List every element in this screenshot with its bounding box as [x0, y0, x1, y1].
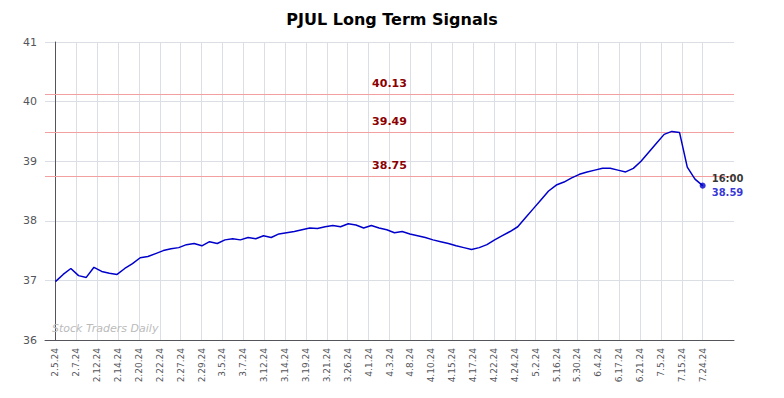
svg-text:3.14.24: 3.14.24 [280, 348, 290, 383]
svg-text:2.7.24: 2.7.24 [71, 348, 81, 377]
svg-text:7.15.24: 7.15.24 [677, 348, 687, 383]
svg-text:39.49: 39.49 [372, 115, 407, 128]
svg-text:3.12.24: 3.12.24 [259, 348, 269, 383]
svg-text:38: 38 [23, 214, 37, 227]
svg-text:3.5.24: 3.5.24 [217, 348, 227, 377]
svg-text:2.27.24: 2.27.24 [176, 348, 186, 383]
svg-text:38.75: 38.75 [372, 159, 407, 172]
svg-text:6.17.24: 6.17.24 [614, 348, 624, 383]
svg-text:4.24.24: 4.24.24 [510, 348, 520, 383]
svg-text:4.17.24: 4.17.24 [468, 348, 478, 383]
svg-text:2.29.24: 2.29.24 [197, 348, 207, 383]
svg-text:4.15.24: 4.15.24 [447, 348, 457, 383]
svg-text:4.22.24: 4.22.24 [489, 348, 499, 383]
svg-text:PJUL Long Term Signals: PJUL Long Term Signals [286, 10, 497, 29]
svg-text:6.4.24: 6.4.24 [593, 348, 603, 377]
svg-text:5.16.24: 5.16.24 [552, 348, 562, 383]
svg-text:Stock Traders Daily: Stock Traders Daily [52, 322, 159, 335]
svg-text:3.19.24: 3.19.24 [301, 348, 311, 383]
svg-text:7.5.24: 7.5.24 [656, 348, 666, 377]
svg-text:4.1.24: 4.1.24 [364, 348, 374, 377]
svg-text:38.59: 38.59 [712, 187, 744, 198]
svg-text:5.2.24: 5.2.24 [531, 348, 541, 377]
svg-text:4.3.24: 4.3.24 [385, 348, 395, 377]
svg-text:2.14.24: 2.14.24 [113, 348, 123, 383]
svg-text:37: 37 [23, 274, 37, 287]
svg-text:40: 40 [23, 95, 37, 108]
svg-text:3.26.24: 3.26.24 [343, 348, 353, 383]
svg-text:36: 36 [23, 334, 37, 347]
svg-text:40.13: 40.13 [372, 77, 407, 90]
svg-text:5.30.24: 5.30.24 [572, 348, 582, 383]
svg-text:2.12.24: 2.12.24 [92, 348, 102, 383]
svg-text:3.21.24: 3.21.24 [322, 348, 332, 383]
svg-text:6.21.24: 6.21.24 [635, 348, 645, 383]
svg-text:2.5.24: 2.5.24 [50, 348, 60, 377]
svg-text:16:00: 16:00 [712, 173, 744, 184]
svg-text:4.8.24: 4.8.24 [405, 348, 415, 377]
svg-text:39: 39 [23, 155, 37, 168]
svg-text:3.7.24: 3.7.24 [238, 348, 248, 377]
svg-text:4.10.24: 4.10.24 [426, 348, 436, 383]
svg-text:2.20.24: 2.20.24 [134, 348, 144, 383]
svg-text:2.22.24: 2.22.24 [155, 348, 165, 383]
svg-text:41: 41 [23, 36, 37, 49]
svg-text:7.24.24: 7.24.24 [698, 348, 708, 383]
